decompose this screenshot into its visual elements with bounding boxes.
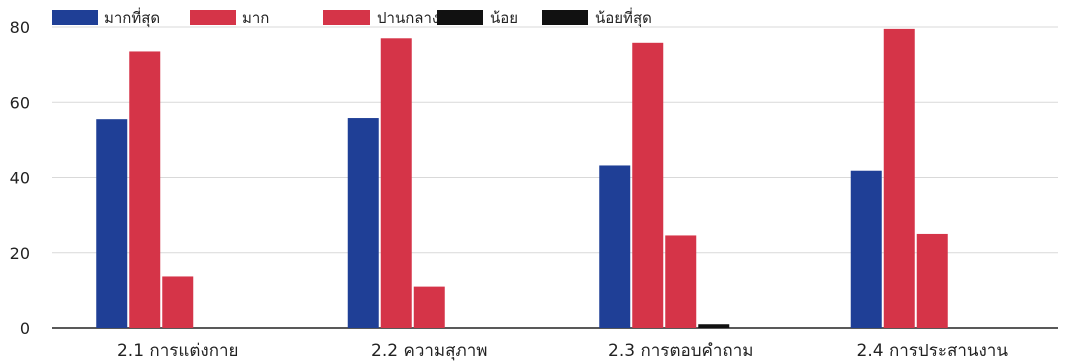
y-tick-label: 20 — [10, 244, 30, 263]
legend-swatch — [437, 10, 483, 25]
bar — [162, 276, 194, 328]
bar — [96, 119, 128, 329]
bar — [599, 165, 631, 328]
legend-swatch — [190, 10, 236, 25]
y-tick-label: 0 — [20, 319, 30, 338]
bar — [347, 118, 379, 329]
y-tick-label: 80 — [10, 18, 30, 37]
x-tick-label: 2.2 ความสุภาพ — [371, 341, 487, 361]
bar — [413, 286, 445, 328]
bar — [129, 51, 161, 329]
bar — [883, 28, 915, 328]
bar — [632, 42, 664, 329]
legend-label: ปานกลาง — [377, 9, 439, 27]
legend-label: น้อย — [490, 9, 518, 27]
legend-swatch — [52, 10, 98, 25]
bar — [698, 324, 730, 328]
y-tick-label: 40 — [10, 169, 30, 188]
x-tick-label: 2.3 การตอบคำถาม — [608, 341, 753, 361]
bar — [665, 235, 697, 328]
x-tick-label: 2.1 การแต่งกาย — [117, 341, 239, 361]
legend-swatch — [542, 10, 588, 25]
legend-swatch — [323, 10, 370, 25]
y-tick-label: 60 — [10, 93, 30, 112]
legend-label: น้อยที่สุด — [595, 7, 652, 28]
x-tick-label: 2.4 การประสานงาน — [857, 341, 1009, 361]
bar — [850, 170, 882, 328]
legend-label: มากที่สุด — [104, 7, 160, 28]
bar — [916, 233, 948, 328]
legend-label: มาก — [242, 9, 269, 27]
bar — [380, 38, 412, 328]
